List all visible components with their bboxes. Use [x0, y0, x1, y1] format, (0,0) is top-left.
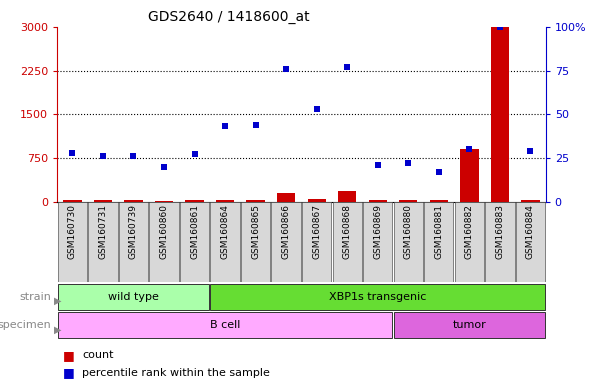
- Point: [312, 106, 322, 112]
- Bar: [241, 202, 270, 282]
- Text: GSM160880: GSM160880: [404, 204, 413, 259]
- Bar: [430, 200, 448, 202]
- Point: [373, 162, 383, 168]
- Bar: [272, 202, 300, 282]
- Bar: [216, 200, 234, 202]
- Text: ■: ■: [63, 366, 75, 379]
- Text: ▶: ▶: [54, 324, 61, 334]
- Point: [129, 153, 138, 159]
- Bar: [338, 191, 356, 202]
- Point: [220, 123, 230, 129]
- Bar: [491, 27, 509, 202]
- Text: strain: strain: [19, 291, 51, 302]
- Text: GSM160861: GSM160861: [190, 204, 199, 259]
- Text: GSM160860: GSM160860: [159, 204, 168, 259]
- Bar: [149, 202, 178, 282]
- Bar: [119, 202, 148, 282]
- Text: GSM160881: GSM160881: [435, 204, 444, 259]
- Bar: [210, 284, 545, 310]
- Point: [251, 122, 260, 128]
- Bar: [368, 200, 387, 202]
- Bar: [155, 201, 173, 202]
- Bar: [516, 202, 545, 282]
- Point: [495, 24, 505, 30]
- Bar: [363, 202, 392, 282]
- Bar: [302, 202, 331, 282]
- Point: [465, 146, 474, 152]
- Bar: [424, 202, 454, 282]
- Text: count: count: [82, 350, 114, 360]
- Text: wild type: wild type: [108, 291, 159, 302]
- Text: GSM160868: GSM160868: [343, 204, 352, 259]
- Point: [98, 153, 108, 159]
- Text: GSM160739: GSM160739: [129, 204, 138, 259]
- Bar: [455, 202, 484, 282]
- Text: GSM160864: GSM160864: [221, 204, 230, 259]
- Bar: [394, 202, 423, 282]
- Point: [281, 66, 291, 72]
- Bar: [246, 200, 265, 202]
- Bar: [332, 202, 362, 282]
- Bar: [124, 200, 142, 202]
- Text: XBP1s transgenic: XBP1s transgenic: [329, 291, 427, 302]
- Text: GSM160865: GSM160865: [251, 204, 260, 259]
- Bar: [63, 200, 82, 202]
- Point: [403, 160, 413, 166]
- Text: GDS2640 / 1418600_at: GDS2640 / 1418600_at: [148, 10, 309, 23]
- Bar: [399, 200, 418, 202]
- Text: GSM160883: GSM160883: [495, 204, 504, 259]
- Text: GSM160884: GSM160884: [526, 204, 535, 259]
- Bar: [460, 149, 478, 202]
- Text: GSM160866: GSM160866: [282, 204, 291, 259]
- Point: [434, 169, 444, 175]
- Point: [159, 164, 169, 170]
- Text: GSM160730: GSM160730: [68, 204, 77, 259]
- Text: ▶: ▶: [54, 295, 61, 306]
- Bar: [394, 313, 545, 338]
- Text: GSM160731: GSM160731: [99, 204, 108, 259]
- Bar: [58, 313, 392, 338]
- Bar: [94, 200, 112, 202]
- Bar: [308, 199, 326, 202]
- Text: ■: ■: [63, 349, 75, 362]
- Bar: [185, 200, 204, 202]
- Text: GSM160882: GSM160882: [465, 204, 474, 259]
- Point: [67, 150, 77, 156]
- Text: GSM160867: GSM160867: [312, 204, 321, 259]
- Bar: [58, 202, 87, 282]
- Text: B cell: B cell: [210, 320, 240, 331]
- Bar: [210, 202, 240, 282]
- Point: [190, 151, 200, 157]
- Bar: [485, 202, 514, 282]
- Text: percentile rank within the sample: percentile rank within the sample: [82, 368, 270, 378]
- Bar: [277, 194, 295, 202]
- Text: GSM160869: GSM160869: [373, 204, 382, 259]
- Bar: [58, 284, 209, 310]
- Bar: [180, 202, 209, 282]
- Text: tumor: tumor: [453, 320, 486, 331]
- Point: [343, 64, 352, 70]
- Bar: [88, 202, 118, 282]
- Text: specimen: specimen: [0, 320, 51, 331]
- Bar: [521, 200, 540, 202]
- Point: [526, 148, 535, 154]
